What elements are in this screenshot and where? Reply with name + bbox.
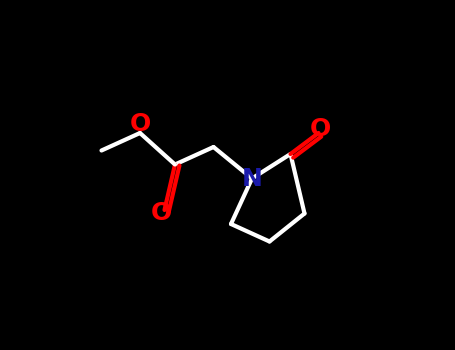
Text: O: O (309, 118, 331, 141)
Text: O: O (150, 202, 172, 225)
Text: O: O (129, 112, 151, 136)
Text: N: N (242, 167, 263, 190)
